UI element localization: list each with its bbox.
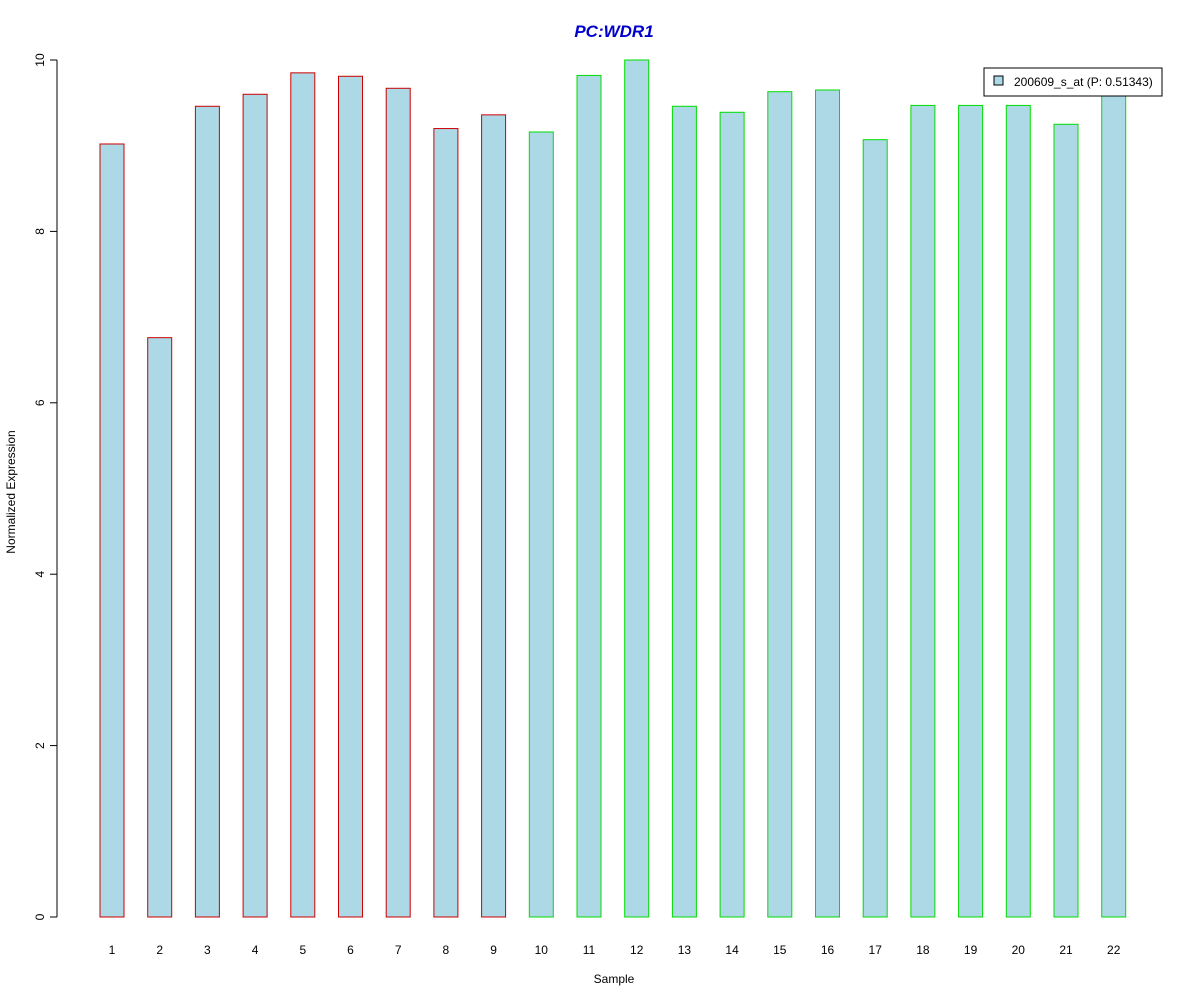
bar-sample-18 — [910, 104, 936, 918]
bar-sample-16 — [815, 89, 840, 918]
bar-sample-19 — [958, 104, 984, 918]
x-tick-label: 19 — [964, 943, 978, 957]
x-tick-label: 15 — [773, 943, 787, 957]
bar-sample-4 — [242, 93, 268, 918]
x-tick-label: 11 — [583, 943, 596, 957]
y-tick-label: 0 — [33, 913, 47, 920]
bar-sample-2 — [147, 337, 173, 918]
x-tick-label: 18 — [916, 943, 930, 957]
bar-sample-10 — [528, 131, 554, 918]
x-tick-label: 9 — [490, 943, 497, 957]
y-axis: 0 2 4 6 8 10 — [33, 53, 58, 920]
x-tick-label: 6 — [347, 943, 354, 957]
x-tick-label: 14 — [725, 943, 739, 957]
x-tick-label: 5 — [299, 943, 306, 957]
y-tick-label: 2 — [33, 742, 47, 749]
x-tick-label: 13 — [678, 943, 692, 957]
bars — [99, 59, 1127, 918]
bar-sample-14 — [719, 111, 745, 918]
x-tick-label: 17 — [869, 943, 883, 957]
y-tick-label: 10 — [33, 53, 47, 67]
x-tick-label: 16 — [821, 943, 835, 957]
y-tick-label: 8 — [33, 228, 47, 235]
y-axis-label: Normalized Expression — [4, 430, 18, 553]
bar-sample-20 — [1005, 104, 1031, 918]
x-tick-label: 1 — [109, 943, 116, 957]
bar-sample-12 — [624, 59, 650, 918]
x-axis-tick-labels: 1 2 3 4 5 6 7 8 9 10 11 12 13 14 15 16 17 18 19 20 21 22 — [109, 943, 1121, 957]
bar-sample-11 — [576, 74, 602, 918]
bar-sample-3 — [194, 105, 220, 918]
x-tick-label: 10 — [535, 943, 549, 957]
x-tick-label: 2 — [156, 943, 163, 957]
y-tick-label: 4 — [33, 571, 47, 578]
bar-sample-6 — [338, 75, 363, 918]
legend-box — [983, 67, 1163, 97]
legend: 200609_s_at (P: 0.51343) — [983, 67, 1163, 97]
legend-entry-label: 200609_s_at (P: 0.51343) — [1014, 75, 1153, 89]
x-tick-label: 8 — [443, 943, 450, 957]
x-axis-label: Sample — [594, 972, 635, 986]
bar-sample-17 — [862, 139, 888, 918]
bar-sample-7 — [385, 87, 411, 918]
x-tick-label: 4 — [252, 943, 259, 957]
bar-sample-9 — [481, 114, 507, 918]
x-tick-label: 12 — [630, 943, 644, 957]
x-tick-label: 3 — [204, 943, 211, 957]
bar-sample-13 — [671, 105, 697, 918]
bar-sample-5 — [290, 72, 316, 918]
bar-sample-8 — [433, 128, 459, 918]
x-tick-label: 21 — [1059, 943, 1073, 957]
x-tick-label: 22 — [1107, 943, 1121, 957]
legend-swatch — [993, 75, 1004, 86]
y-tick-label: 6 — [33, 399, 47, 406]
chart-title: PC:WDR1 — [574, 22, 653, 41]
x-tick-label: 20 — [1012, 943, 1026, 957]
bar-sample-22 — [1101, 95, 1127, 918]
bar-sample-15 — [767, 91, 793, 918]
bar-sample-1 — [99, 143, 125, 918]
x-tick-label: 7 — [395, 943, 402, 957]
bar-sample-21 — [1053, 123, 1079, 918]
